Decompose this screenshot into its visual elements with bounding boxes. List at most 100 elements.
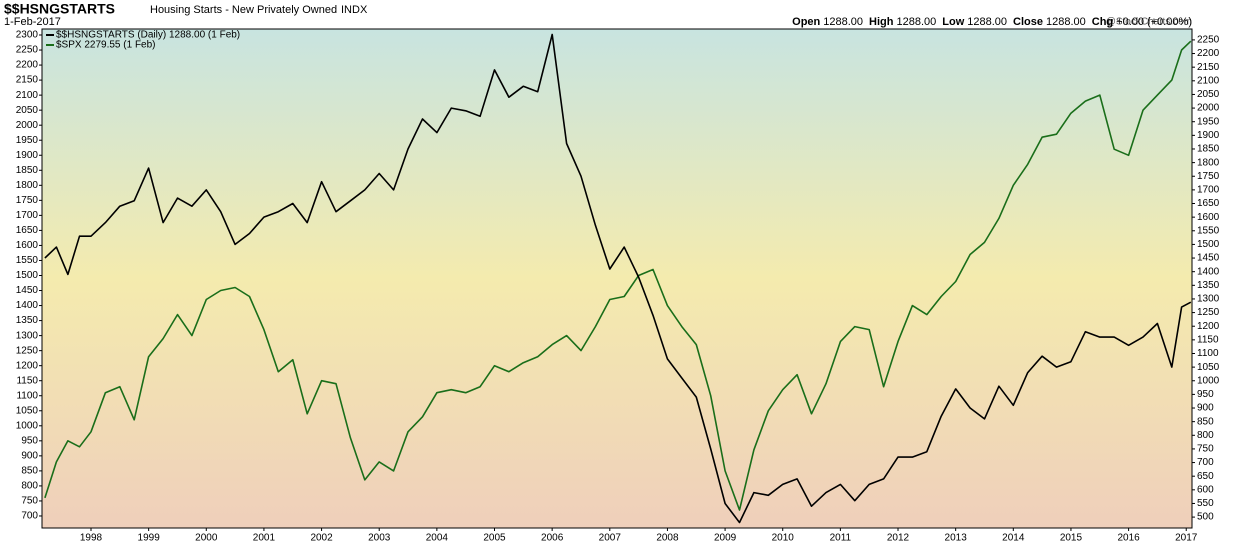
y-tick-label: 1850	[16, 165, 39, 176]
quote-label: Open	[792, 16, 820, 28]
x-tick-label: 2011	[830, 533, 852, 544]
y-tick-label: 2050	[16, 105, 39, 116]
x-tick-label: 2015	[1060, 533, 1083, 544]
y-tick-label: 1400	[16, 300, 39, 311]
y-tick-label: 1700	[16, 210, 39, 221]
x-tick-label: 2008	[656, 533, 679, 544]
y2-tick-label: 900	[1197, 403, 1214, 414]
watermark: @StockCharts.com	[1106, 17, 1192, 28]
y-tick-label: 2150	[16, 75, 39, 86]
y-tick-label: 2100	[16, 90, 39, 101]
quote: Open 1288.00 High 1288.00 Low 1288.00 Close 128…	[792, 16, 1192, 28]
y2-tick-label: 950	[1197, 389, 1214, 400]
y-tick-label: 1500	[16, 270, 39, 281]
x-tick-label: 2007	[599, 533, 622, 544]
x-tick-label: 2006	[541, 533, 564, 544]
quote-value: 1288.00	[897, 16, 937, 28]
y2-tick-label: 1500	[1197, 239, 1220, 250]
x-tick-label: 2005	[483, 533, 506, 544]
subtitle: Housing Starts - New Privately Owned	[150, 4, 337, 16]
y-tick-label: 1300	[16, 330, 39, 341]
y2-tick-label: 2200	[1197, 48, 1220, 59]
x-tick-label: 2001	[253, 533, 276, 544]
quote-label: Low	[942, 16, 964, 28]
y-tick-label: 1350	[16, 315, 39, 326]
y-tick-label: 950	[21, 435, 38, 446]
legend-label: $$HSNGSTARTS (Daily) 1288.00 (1 Feb)	[56, 30, 240, 41]
y2-tick-label: 550	[1197, 498, 1214, 509]
x-tick-label: 2002	[310, 533, 333, 544]
y2-tick-label: 650	[1197, 471, 1214, 482]
y2-tick-label: 1900	[1197, 130, 1220, 141]
y-tick-label: 700	[21, 511, 38, 522]
y2-tick-label: 1300	[1197, 294, 1220, 305]
y2-tick-label: 850	[1197, 416, 1214, 427]
exchange: INDX	[341, 4, 368, 16]
y-tick-label: 1750	[16, 195, 39, 206]
y-tick-label: 1000	[16, 420, 39, 431]
y2-tick-label: 1100	[1197, 348, 1219, 359]
y-tick-label: 850	[21, 466, 38, 477]
y2-tick-label: 1650	[1197, 198, 1220, 209]
y2-tick-label: 1150	[1197, 334, 1219, 345]
y2-tick-label: 1200	[1197, 321, 1220, 332]
y-tick-label: 1950	[16, 135, 39, 146]
y2-tick-label: 1800	[1197, 157, 1220, 168]
chart-title: $$HSNGSTARTS	[4, 1, 115, 17]
y-tick-label: 1100	[16, 390, 38, 401]
y2-tick-label: 1250	[1197, 307, 1220, 318]
y2-tick-label: 1050	[1197, 362, 1220, 373]
y-tick-label: 900	[21, 450, 38, 461]
y2-tick-label: 2150	[1197, 62, 1220, 73]
y2-tick-label: 500	[1197, 512, 1214, 523]
date: 1-Feb-2017	[4, 16, 61, 28]
x-tick-label: 2013	[945, 533, 968, 544]
x-tick-label: 1998	[80, 533, 103, 544]
y-tick-label: 2250	[16, 45, 39, 56]
y-tick-label: 2200	[16, 60, 39, 71]
y-tick-label: 1800	[16, 180, 39, 191]
x-tick-label: 1999	[138, 533, 161, 544]
y2-tick-label: 2000	[1197, 103, 1220, 114]
series-line	[44, 33, 1192, 524]
y2-tick-label: 1950	[1197, 116, 1220, 127]
quote-value: +0.00 (+0.00%)	[1116, 16, 1192, 28]
y2-tick-label: 1700	[1197, 185, 1220, 196]
plot-area	[41, 28, 1193, 529]
y2-tick-label: 2050	[1197, 89, 1220, 100]
y2-tick-label: 750	[1197, 444, 1214, 455]
quote-value: 1288.00	[823, 16, 863, 28]
y-tick-label: 2000	[16, 120, 39, 131]
y-tick-label: 1250	[16, 345, 39, 356]
y2-tick-label: 1450	[1197, 253, 1220, 264]
x-tick-label: 2004	[426, 533, 449, 544]
series-line	[44, 40, 1192, 511]
y-tick-label: 1600	[16, 240, 39, 251]
x-tick-label: 2009	[714, 533, 737, 544]
x-tick-label: 2017	[1175, 533, 1198, 544]
y2-tick-label: 1600	[1197, 212, 1220, 223]
y-tick-label: 1150	[16, 375, 38, 386]
y-tick-label: 1200	[16, 360, 39, 371]
y2-tick-label: 700	[1197, 457, 1214, 468]
y-tick-label: 1050	[16, 405, 39, 416]
y-tick-label: 1650	[16, 225, 39, 236]
x-tick-label: 2016	[1117, 533, 1140, 544]
y2-tick-label: 1350	[1197, 280, 1220, 291]
y-tick-label: 1450	[16, 285, 39, 296]
y2-tick-label: 2100	[1197, 75, 1220, 86]
quote-value: 1288.00	[967, 16, 1007, 28]
y2-tick-label: 1400	[1197, 266, 1220, 277]
quote-label: Close	[1013, 16, 1043, 28]
y2-tick-label: 1550	[1197, 225, 1220, 236]
y2-tick-label: 2250	[1197, 35, 1220, 46]
x-tick-label: 2010	[772, 533, 795, 544]
y-tick-label: 2300	[16, 30, 39, 41]
x-tick-label: 2003	[368, 533, 391, 544]
y2-tick-label: 1000	[1197, 375, 1220, 386]
quote-value: 1288.00	[1046, 16, 1086, 28]
quote-label: High	[869, 16, 894, 28]
x-tick-label: 2000	[195, 533, 218, 544]
x-tick-label: 2014	[1002, 533, 1025, 544]
